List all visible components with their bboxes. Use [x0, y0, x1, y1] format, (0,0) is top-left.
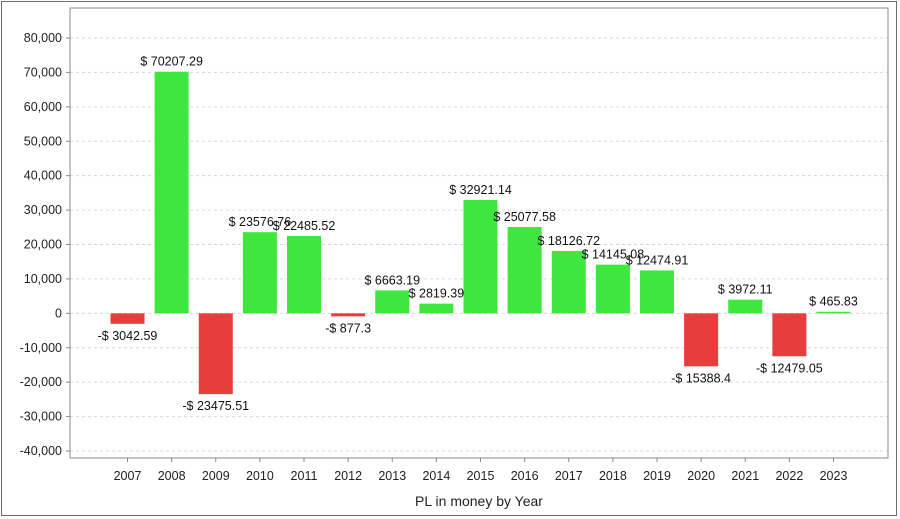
bar — [595, 264, 630, 314]
x-tick-label: 2011 — [291, 469, 318, 483]
bars — [110, 71, 851, 395]
x-tick-label: 2017 — [555, 469, 583, 483]
y-tick-label: 0 — [55, 306, 62, 320]
data-label: -$ 23475.51 — [182, 399, 249, 413]
data-label: $ 22485.52 — [273, 219, 336, 233]
bar — [463, 200, 498, 314]
y-tick-label: 10,000 — [24, 272, 62, 286]
x-tick-label: 2014 — [422, 469, 450, 483]
x-tick-label: 2023 — [820, 469, 848, 483]
data-label: $ 465.83 — [809, 295, 858, 309]
bar — [242, 232, 277, 314]
bar — [375, 290, 410, 314]
axes: -40,000 -30,000 -20,000 -10,000 0 10,000 20,00… — [20, 7, 889, 483]
x-tick-label: 2007 — [114, 469, 142, 483]
data-label: $ 32921.14 — [449, 183, 512, 197]
bar — [154, 71, 189, 314]
data-label: -$ 15388.4 — [671, 371, 731, 385]
y-tick-label: 60,000 — [24, 100, 62, 114]
y-tick-label: -20,000 — [20, 375, 62, 389]
data-label: $ 25077.58 — [493, 210, 556, 224]
bar — [640, 270, 674, 314]
data-label: $ 12474.91 — [626, 253, 689, 267]
data-label: $ 23576.76 — [229, 215, 292, 229]
y-tick-label: 30,000 — [24, 203, 62, 217]
bar — [728, 299, 763, 314]
bar — [331, 313, 366, 317]
y-tick-label: 40,000 — [24, 169, 62, 183]
bar — [198, 313, 233, 395]
x-tick-label: 2012 — [334, 469, 362, 483]
bar — [110, 313, 145, 324]
x-tick-label: 2022 — [775, 469, 803, 483]
plot-area-border — [69, 7, 889, 459]
x-tick-label: 2008 — [158, 469, 186, 483]
bar — [684, 313, 719, 367]
x-tick-label: 2009 — [202, 469, 230, 483]
y-tick-label: -10,000 — [20, 341, 62, 355]
data-label: -$ 877.3 — [325, 321, 371, 335]
x-tick-label: 2015 — [467, 469, 495, 483]
y-tick-label: 50,000 — [24, 134, 62, 148]
y-tick-label: -40,000 — [20, 444, 62, 458]
x-tick-label: 2019 — [643, 469, 671, 483]
x-tick-label: 2018 — [599, 469, 627, 483]
bar — [816, 311, 851, 314]
bar — [507, 227, 542, 314]
x-tick-label: 2021 — [731, 469, 759, 483]
data-label: $ 2819.39 — [409, 287, 465, 301]
y-tick-label: -30,000 — [20, 410, 62, 424]
x-tick-label: 2016 — [511, 469, 539, 483]
data-label: -$ 12479.05 — [756, 361, 823, 375]
y-tick-label: 80,000 — [24, 31, 62, 45]
bar — [419, 303, 454, 314]
y-tick-label: 20,000 — [24, 238, 62, 252]
x-tick-label: 2020 — [687, 469, 715, 483]
data-labels: -$ 3042.59 $ 70207.29 -$ 23475.51 $ 23576.7… — [98, 55, 858, 413]
x-tick-label: 2013 — [378, 469, 406, 483]
data-label: $ 70207.29 — [140, 55, 203, 69]
x-tick-label: 2010 — [246, 469, 274, 483]
data-label: $ 14145.08 — [582, 248, 645, 262]
data-label: -$ 3042.59 — [98, 329, 158, 343]
y-tick-label: 70,000 — [24, 65, 62, 79]
x-axis-title: PL in money by Year — [415, 493, 543, 509]
bar — [551, 250, 586, 314]
data-label: $ 6663.19 — [364, 273, 420, 287]
data-label: $ 3972.11 — [718, 283, 773, 297]
bar — [287, 235, 321, 314]
bar — [772, 313, 807, 357]
data-label: $ 18126.72 — [537, 234, 600, 248]
